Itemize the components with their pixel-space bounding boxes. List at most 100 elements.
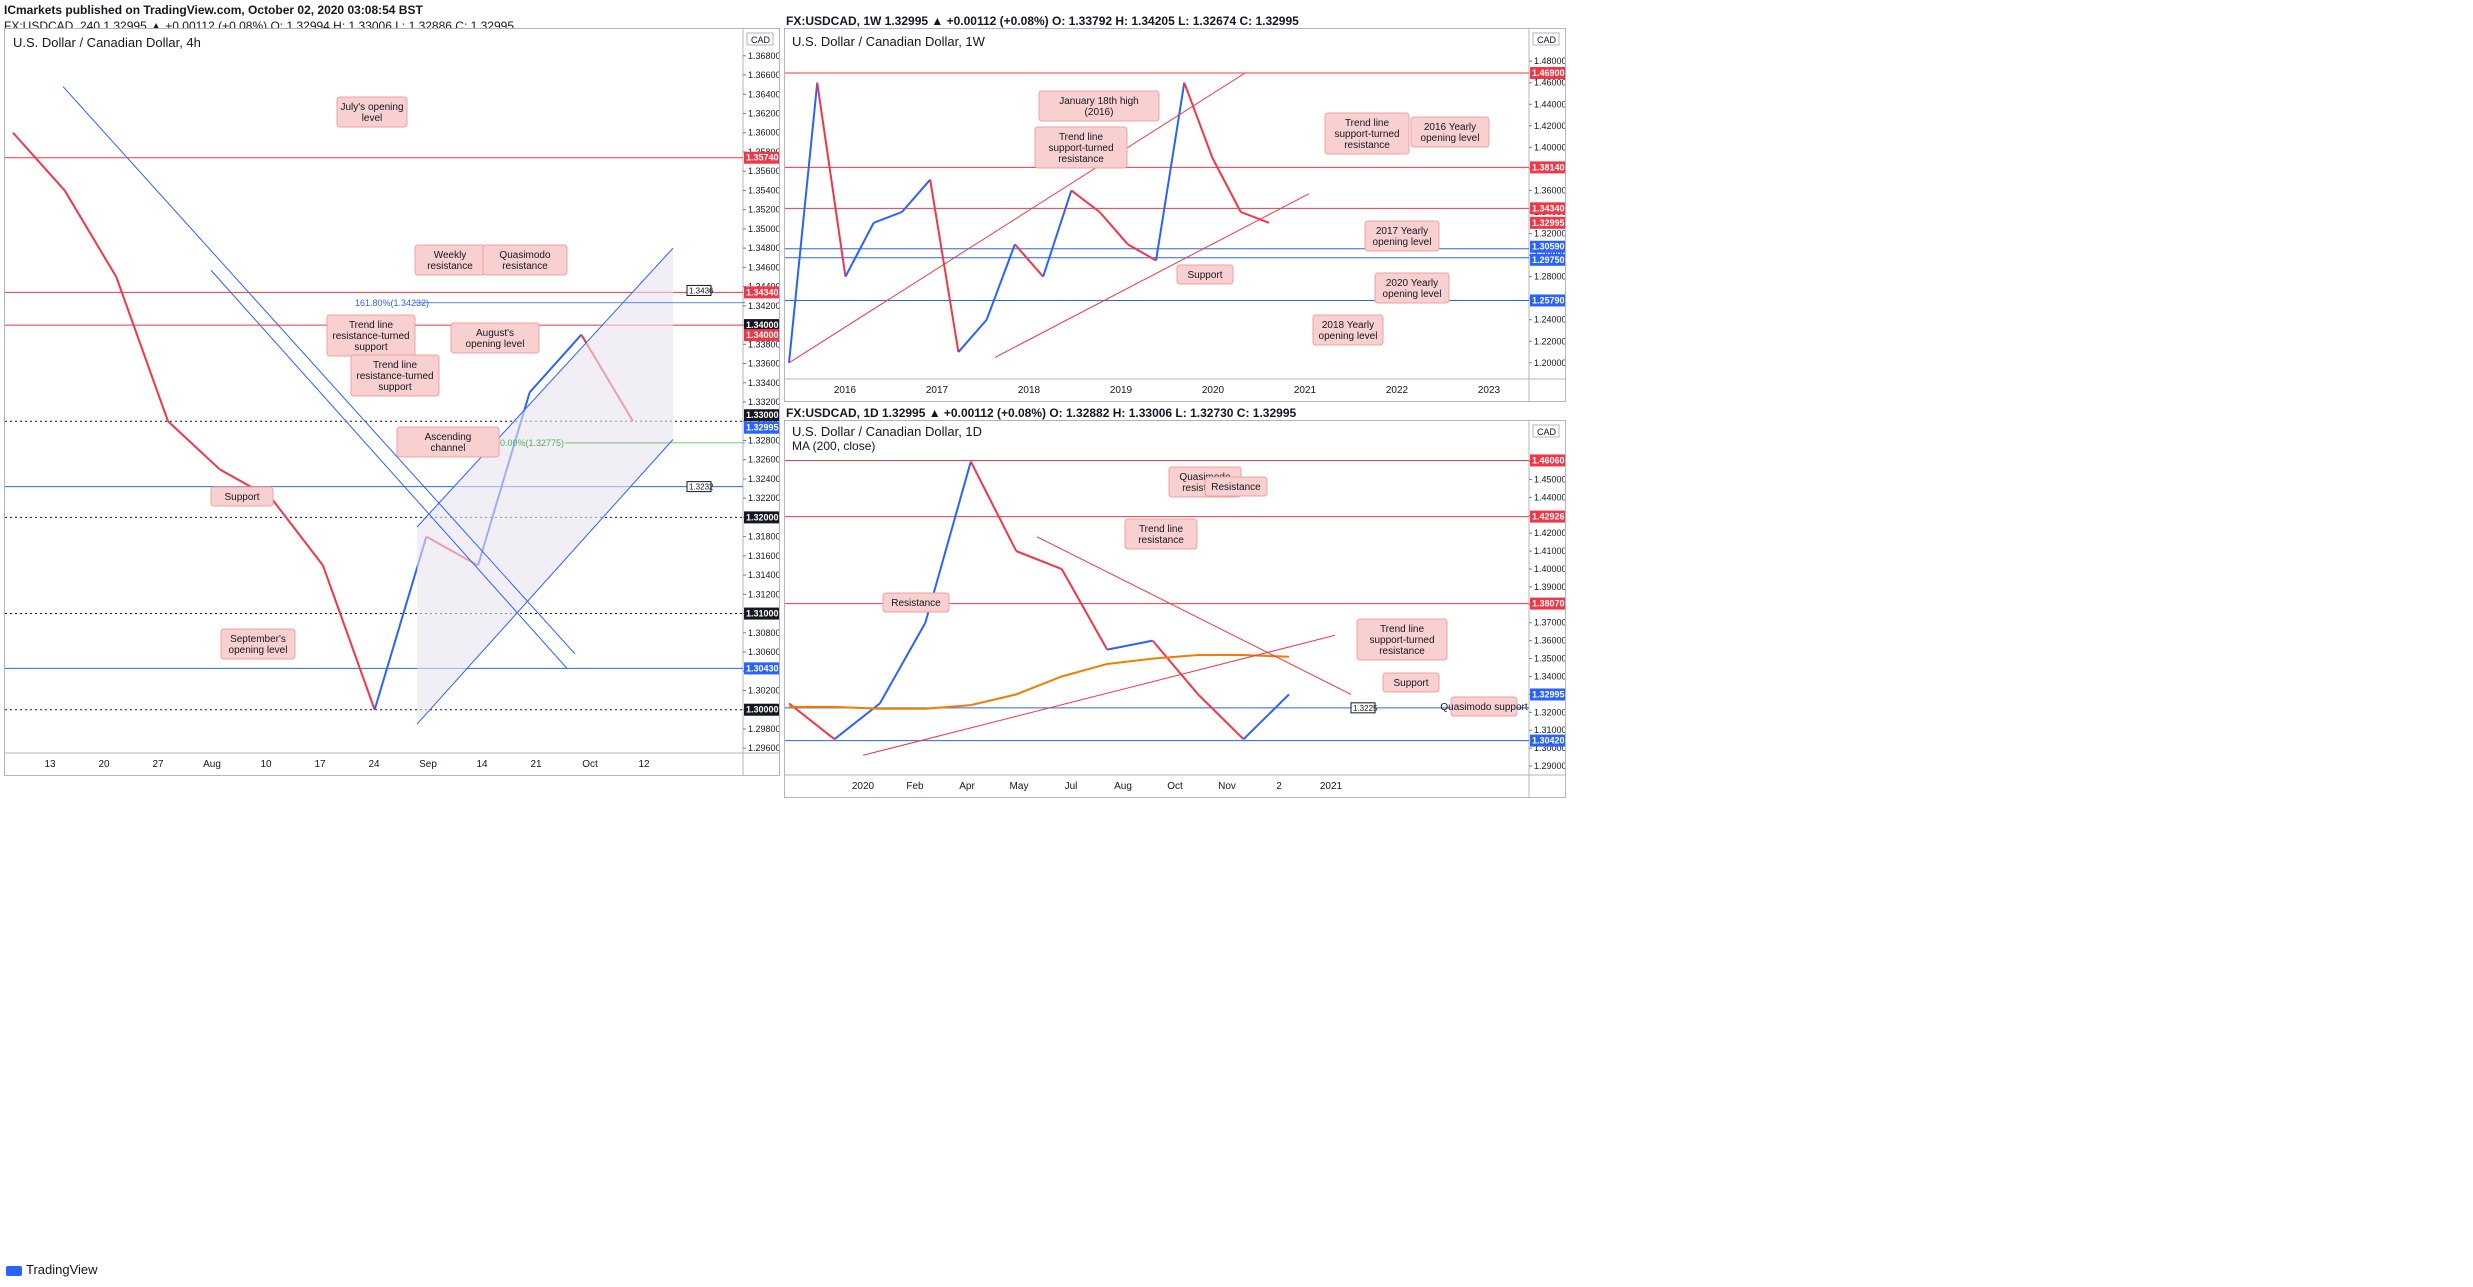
y-tick-label: 1.28000 [1534, 272, 1565, 282]
y-tick-label: 1.40000 [1534, 142, 1565, 152]
x-tick-label: 20 [98, 759, 110, 770]
price-tag [744, 409, 779, 422]
x-tick-label: Oct [1167, 781, 1183, 792]
x-tick-label: Sep [419, 759, 437, 770]
price-tag-label: 1.34340 [746, 287, 779, 297]
annotation-label: opening level [1421, 133, 1480, 144]
annotation-label-box [1410, 116, 1490, 148]
price-tag-label: 1.38140 [1532, 162, 1565, 172]
annotation-label: Support [224, 492, 259, 503]
price-series-segment [985, 243, 1016, 321]
daily-subtitle: U.S. Dollar / Canadian Dollar, 1D [792, 424, 983, 439]
y-tick-label: 1.22000 [1534, 336, 1565, 346]
price-tag [1530, 202, 1565, 215]
x-tick-label: Aug [203, 759, 221, 770]
annotation-label: Trend line [1059, 132, 1104, 143]
annotation-label: 2020 Yearly [1386, 278, 1438, 289]
y-tick-label: 1.36800 [748, 51, 779, 61]
brand-label: TradingView [26, 1262, 98, 1277]
chart-daily-svg[interactable]: CAD1.460001.450001.440001.430001.420001.… [785, 421, 1565, 797]
x-tick-label: 21 [530, 759, 542, 770]
y-tick-label: 1.31200 [748, 589, 779, 599]
price-series-segment [1015, 550, 1063, 570]
y-tick-label: 1.33800 [748, 339, 779, 349]
channel-lower-line [416, 439, 674, 725]
price-tag [1530, 454, 1565, 467]
annotation-label-box [1356, 618, 1448, 661]
annotation-label-box [1124, 518, 1198, 550]
price-tag [744, 662, 779, 675]
annotation-label: Trend line [373, 360, 418, 371]
price-series-segment [1197, 693, 1245, 740]
x-tick-label: 2020 [1202, 385, 1225, 396]
price-tag-label: 1.35740 [746, 153, 779, 163]
x-tick-label: 2019 [1110, 385, 1133, 396]
annotation-label: opening level [466, 339, 525, 350]
price-tag-label: 1.33000 [746, 410, 779, 420]
chart-panel-weekly[interactable]: CAD 1.48000 1.46000 1.44000 1.42000 1.40000 1.… [784, 28, 1566, 402]
trendline-support-turned-resistance-2 [994, 193, 1310, 358]
price-series-segment [1242, 693, 1290, 740]
price-series-segment [844, 222, 875, 278]
annotation-label: resistance [1344, 140, 1390, 151]
tradingview-logo-icon [6, 1265, 22, 1276]
y-tick-label: 1.30600 [748, 647, 779, 657]
annotation-label: resistance [1138, 535, 1184, 546]
annotation-label-box [336, 96, 408, 128]
y-tick-label: 1.34800 [748, 243, 779, 253]
annotation-label: support-turned [1369, 635, 1434, 646]
price-tag-label: 1.32995 [746, 423, 779, 433]
y-tick-label: 1.35600 [748, 166, 779, 176]
annotation-label-box [1038, 90, 1160, 122]
annotation-label-box [1204, 476, 1268, 497]
annotation-label: channel [430, 443, 465, 454]
y-tick-label: 1.20000 [1534, 358, 1565, 368]
y-tick-label: 1.35200 [748, 205, 779, 215]
y-tick-label: 1.33200 [748, 397, 779, 407]
downtrend-line-2 [210, 269, 568, 669]
annotation-label-box [220, 628, 296, 660]
y-tick-label: 1.32800 [748, 435, 779, 445]
price-series-segment [816, 82, 847, 277]
annotation-label: opening level [1319, 331, 1378, 342]
chart-4h-svg[interactable]: CAD 1.36800 1.36600 1.36400 1.36200 1.36000 1.… [5, 29, 779, 775]
price-tag-label: 1.38070 [1532, 599, 1565, 609]
annotation-label-box [1312, 314, 1384, 346]
tradingview-brand[interactable]: TradingView [6, 1262, 98, 1277]
price-tag [1530, 216, 1565, 229]
price-tag-label: 1.32995 [1532, 218, 1565, 228]
y-tick-label: 1.39000 [1534, 582, 1565, 592]
currency-label: CAD [1537, 427, 1557, 437]
price-tag-label: 1.31000 [746, 609, 779, 619]
price-tag [1530, 688, 1565, 701]
trendline-resistance [1036, 536, 1352, 695]
price-tag-label: 1.30420 [1532, 736, 1565, 746]
currency-box [1532, 32, 1560, 46]
annotation-label: resistance [1379, 646, 1425, 657]
price-tag [744, 151, 779, 164]
x-tick-label: 2016 [834, 385, 857, 396]
chart-panel-4h[interactable]: U.S. Dollar / Canadian Dollar, 4h CAD 1.3… [4, 28, 780, 776]
price-tag-label: 1.46060 [1532, 455, 1565, 465]
downtrend-line-1 [62, 86, 576, 655]
x-tick-label: 14 [476, 759, 488, 770]
x-tick-label: 2017 [926, 385, 949, 396]
annotation-label-box [1382, 672, 1440, 693]
y-tick-label: 1.32600 [748, 455, 779, 465]
fib-50-label: 50.00%(1.32775) [495, 438, 564, 448]
annotation-label: 2016 Yearly [1424, 122, 1476, 133]
annotation-label: Trend line [1345, 118, 1390, 129]
y-tick-label: 1.36200 [748, 109, 779, 119]
annotation-label: support-turned [1334, 129, 1399, 140]
y-tick-label: 1.33400 [748, 378, 779, 388]
x-tick-label: 2020 [852, 781, 875, 792]
price-tag-label: 1.34000 [746, 330, 779, 340]
price-series-segment [1014, 243, 1044, 278]
chart-weekly-svg[interactable]: CAD 1.48000 1.46000 1.44000 1.42000 1.40000 1.… [785, 29, 1565, 401]
price-tag [1530, 253, 1565, 266]
x-tick-label: Oct [582, 759, 598, 770]
y-tick-label: 1.46000 [1534, 78, 1565, 88]
y-tick-label: 1.31400 [748, 570, 779, 580]
chart-panel-daily[interactable]: CAD1.460001.450001.440001.430001.420001.… [784, 420, 1566, 798]
annotation-label: Ascending [425, 432, 472, 443]
